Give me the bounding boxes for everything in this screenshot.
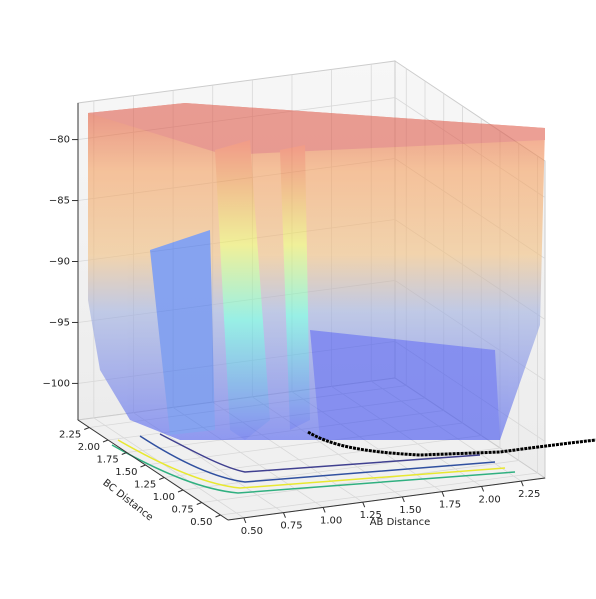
x-tick (520, 480, 524, 487)
y-tick-label: 1.00 (153, 492, 175, 503)
x-tick-label: 1.25 (360, 510, 382, 521)
z-tick-label: −80 (49, 135, 70, 146)
x-tick (243, 517, 247, 524)
y-tick (177, 489, 184, 493)
x-tick-label: 0.50 (241, 526, 263, 537)
axes: 0.50 0.75 1.00 1.25 1.50 1.75 2.00 2.250.500.75… (43, 103, 546, 537)
x-tick (362, 501, 366, 508)
z-tick-label: −85 (49, 196, 70, 207)
y-tick-label: 1.50 (115, 467, 137, 478)
contour (117, 439, 506, 489)
x-tick-label: 2.00 (478, 494, 500, 505)
y-tick (196, 502, 202, 505)
y-tick-label: 1.75 (96, 455, 118, 466)
contour (159, 433, 481, 473)
y-tick-label: 1.25 (134, 480, 156, 491)
y-tick (121, 452, 127, 455)
trajectory (307, 430, 596, 457)
z-tick-label: −90 (49, 257, 70, 268)
surface-ridge (215, 140, 270, 440)
y-tick (140, 464, 146, 468)
surface-ridge (280, 145, 310, 430)
surface-valley (310, 330, 500, 440)
surface-valley (150, 230, 215, 435)
z-tick-label: −100 (43, 378, 70, 389)
x-tick-label: 1.50 (399, 505, 421, 516)
y-tick (84, 427, 90, 430)
x-tick (441, 491, 445, 497)
surface (88, 103, 545, 440)
x-axis (227, 477, 546, 521)
surface-plateau (88, 103, 545, 155)
x-tick-label: 0.75 (280, 521, 302, 532)
y-tick-label: 0.75 (171, 505, 193, 516)
y-tick-label: 2.25 (59, 430, 81, 441)
x-tick (322, 507, 326, 513)
y-tick-label: 0.50 (190, 517, 212, 528)
z-tick-label: −95 (49, 317, 70, 328)
y-tick (102, 439, 109, 443)
x-tick-label: 1.00 (320, 515, 342, 526)
y-tick (215, 514, 221, 518)
x-tick-label: 2.25 (518, 489, 540, 500)
contour (139, 435, 496, 483)
y-tick-label: 2.00 (78, 442, 100, 453)
x-tick (481, 486, 485, 492)
x-axis-label: AB Distance (370, 517, 431, 528)
x-tick (283, 512, 286, 518)
y-tick (159, 477, 165, 480)
x-tick (401, 496, 405, 503)
y-axis (77, 419, 229, 521)
x-tick-label: 1.75 (439, 500, 461, 511)
